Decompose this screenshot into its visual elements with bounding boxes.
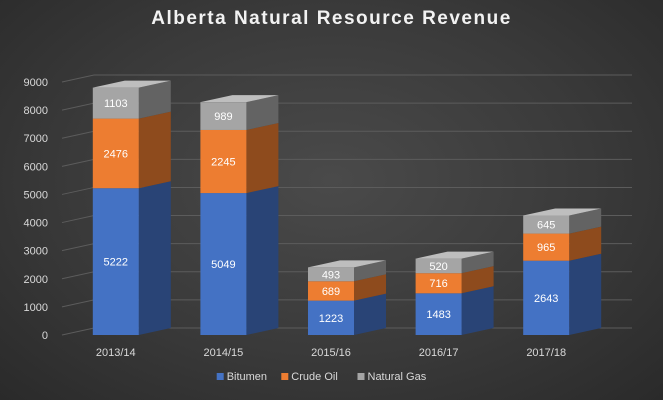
bar-side — [246, 95, 279, 130]
x-tick-label: 2015/16 — [311, 347, 351, 359]
legend-item: Bitumen — [216, 371, 267, 383]
y-tick-label: 0 — [42, 330, 48, 342]
y-tick-label: 4000 — [24, 218, 48, 230]
data-label: 689 — [322, 286, 340, 298]
x-tick-label: 2014/15 — [204, 347, 244, 359]
data-label: 1483 — [426, 309, 450, 321]
data-label: 2643 — [534, 293, 558, 305]
x-axis-categories: 2013/14 2014/15 2015/16 2016/17 2017/18 — [96, 347, 566, 359]
bar-side — [569, 208, 602, 234]
bar-side — [246, 122, 279, 194]
bar-stack: 1223 689 493 — [308, 260, 386, 335]
data-label: 5222 — [104, 257, 128, 269]
data-label: 1103 — [104, 98, 128, 110]
bar-side — [569, 226, 602, 261]
bar-side — [354, 274, 386, 301]
bar-side — [461, 251, 494, 274]
legend-swatch — [281, 373, 289, 380]
y-tick-label: 8000 — [24, 105, 48, 117]
bar-side — [138, 111, 171, 189]
bars: 5222 2476 1103 5049 2245 989 1223 689 493 1483 716… — [92, 80, 602, 335]
bar-stack: 5049 2245 989 — [200, 95, 279, 335]
y-tick-label: 6000 — [24, 161, 48, 173]
bar-segment — [523, 260, 570, 335]
y-tick-label: 9000 — [24, 77, 48, 89]
bar-top — [92, 80, 171, 88]
bar-segment — [308, 267, 354, 282]
data-label: 645 — [537, 220, 555, 232]
y-tick-label: 5000 — [24, 189, 48, 201]
bar-segment — [523, 233, 570, 261]
bar-side — [461, 286, 494, 335]
bar-side — [354, 293, 386, 335]
bar-segment — [200, 102, 247, 130]
data-label: 1223 — [319, 313, 343, 325]
legend-swatch — [357, 373, 365, 380]
bar-segment — [200, 129, 247, 194]
bar-top — [523, 208, 602, 216]
legend-label: Natural Gas — [368, 371, 427, 383]
bar-segment — [92, 118, 139, 189]
bar-side — [246, 186, 279, 335]
legend-item: Natural Gas — [357, 371, 427, 383]
bar-stack: 2643 965 645 — [523, 208, 602, 335]
bar-side — [461, 266, 494, 294]
gridline — [61, 74, 632, 83]
bar-segment — [523, 215, 570, 234]
bar-side — [138, 80, 171, 119]
bar-segment — [308, 281, 354, 301]
bar-top — [308, 260, 386, 268]
bar-side — [354, 260, 386, 282]
y-tick-label: 2000 — [24, 274, 48, 286]
data-label: 5049 — [211, 259, 235, 271]
data-label: 716 — [429, 278, 447, 290]
bar-top — [415, 251, 494, 259]
y-tick-label: 7000 — [24, 133, 48, 145]
bar-segment — [92, 188, 139, 335]
data-label: 989 — [214, 111, 232, 123]
x-tick-label: 2017/18 — [526, 347, 566, 359]
bar-top — [200, 95, 279, 103]
bar-segment — [415, 258, 462, 274]
legend-swatch — [216, 373, 224, 380]
legend-label: Crude Oil — [291, 371, 337, 383]
y-axis-ticks: 0 1000 2000 3000 4000 5000 6000 7000 8000 9000 — [24, 77, 48, 342]
legend-item: Crude Oil — [281, 371, 338, 383]
bar-side — [138, 181, 171, 335]
bar-segment — [415, 293, 462, 335]
bar-stack: 1483 716 520 — [415, 251, 494, 335]
bar-segment — [200, 193, 247, 335]
chart-title: Alberta Natural Resource Revenue — [151, 8, 512, 29]
legend: Bitumen Crude Oil Natural Gas — [216, 371, 427, 383]
data-label: 2476 — [104, 148, 128, 160]
bar-segment — [92, 87, 139, 119]
y-tick-label: 1000 — [24, 302, 48, 314]
data-label: 493 — [322, 269, 340, 281]
data-label: 2245 — [211, 157, 235, 169]
x-tick-label: 2013/14 — [96, 347, 136, 359]
bar-stack: 5222 2476 1103 — [92, 80, 171, 335]
legend-label: Bitumen — [227, 371, 267, 383]
data-label: 520 — [429, 261, 447, 273]
bar-segment — [308, 300, 354, 335]
y-tick-label: 3000 — [24, 246, 48, 258]
x-tick-label: 2016/17 — [419, 347, 459, 359]
bar-segment — [415, 273, 462, 294]
bar-side — [569, 253, 602, 335]
data-label: 965 — [537, 242, 555, 254]
